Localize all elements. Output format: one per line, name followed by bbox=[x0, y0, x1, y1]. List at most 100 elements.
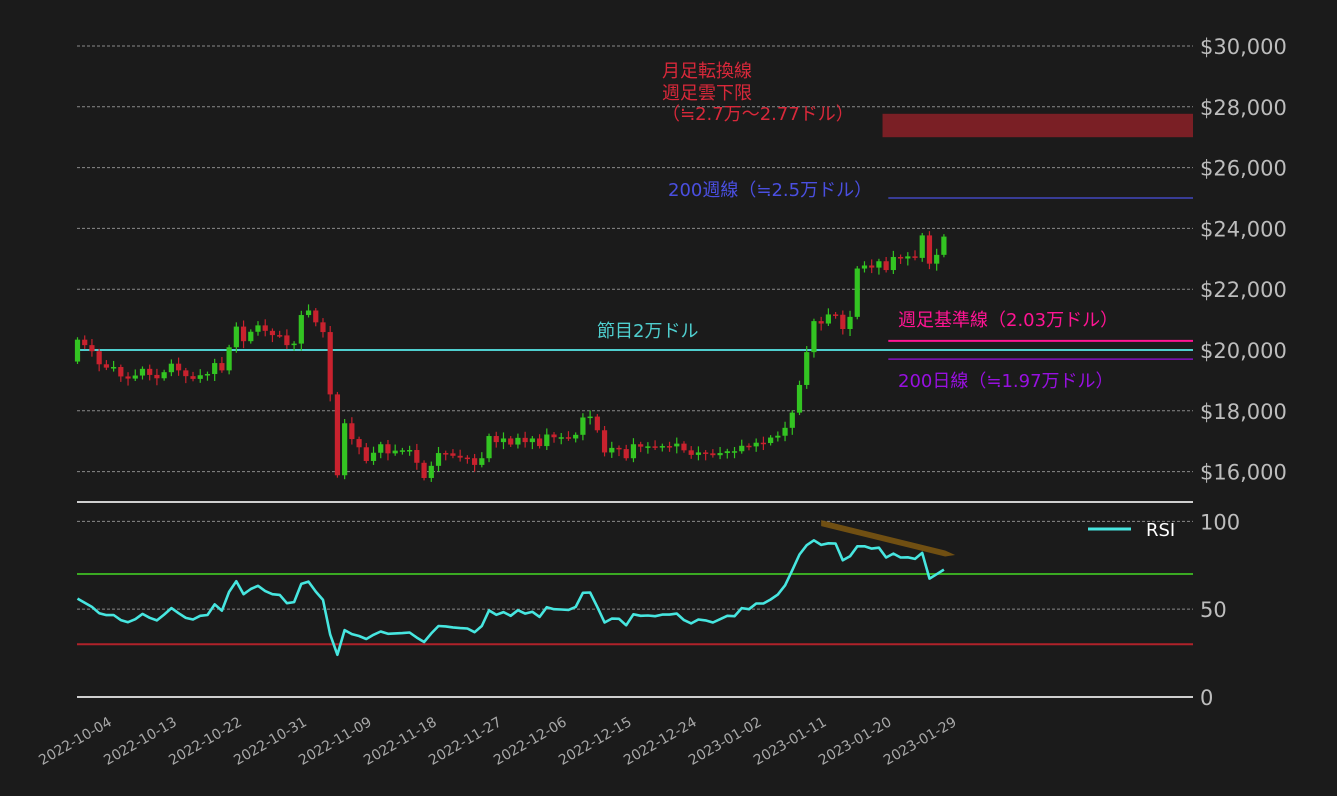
candle bbox=[746, 443, 752, 451]
candle-body bbox=[370, 452, 377, 461]
candle bbox=[623, 444, 629, 461]
candle bbox=[414, 443, 420, 470]
candle bbox=[464, 455, 470, 464]
candle-body bbox=[197, 375, 203, 379]
candle-body bbox=[695, 452, 702, 455]
candle bbox=[674, 437, 680, 454]
candle bbox=[724, 448, 730, 459]
candle-body bbox=[349, 423, 355, 440]
candle-body bbox=[464, 457, 470, 460]
candle bbox=[399, 447, 405, 455]
candle bbox=[327, 325, 333, 402]
candle-body bbox=[414, 450, 420, 463]
candle bbox=[558, 432, 564, 445]
candle-body bbox=[147, 368, 153, 375]
candle bbox=[89, 339, 95, 357]
candle bbox=[125, 372, 131, 386]
price-tick-label: $24,000 bbox=[1200, 217, 1287, 241]
candle-body bbox=[500, 438, 507, 443]
candle bbox=[789, 410, 795, 435]
candle-body bbox=[666, 446, 673, 448]
candle bbox=[139, 366, 146, 380]
candle bbox=[580, 413, 586, 441]
candle bbox=[356, 436, 362, 455]
candle bbox=[313, 308, 319, 327]
candle-body bbox=[573, 434, 579, 439]
candle bbox=[645, 442, 651, 454]
candle-body bbox=[544, 434, 550, 447]
candle-body bbox=[175, 363, 182, 371]
candle-body bbox=[168, 363, 174, 373]
candle bbox=[291, 341, 297, 351]
candle-body bbox=[912, 256, 918, 258]
candle-body bbox=[89, 345, 95, 352]
price-tick-label: $26,000 bbox=[1200, 157, 1287, 181]
candle-body bbox=[601, 430, 608, 453]
candle-body bbox=[724, 451, 730, 454]
cloud-zone-band bbox=[882, 113, 1193, 138]
candle bbox=[652, 440, 658, 451]
candle bbox=[912, 250, 918, 261]
candle bbox=[833, 312, 839, 319]
candle-body bbox=[240, 326, 247, 342]
candle-body bbox=[204, 374, 211, 376]
weekly-kijun-label: 週足基準線（2.03万ドル） bbox=[898, 310, 1118, 331]
candle bbox=[854, 266, 860, 320]
candle-body bbox=[746, 445, 752, 448]
cloud-zone-label-line1: 月足転換線 bbox=[662, 61, 752, 82]
cloud-zone-label-line3: （≒2.7万～2.77ドル） bbox=[662, 104, 854, 125]
candle bbox=[320, 318, 326, 338]
candle-body bbox=[876, 261, 882, 268]
candle bbox=[811, 318, 817, 358]
candle bbox=[103, 360, 109, 371]
price-tick-label: $18,000 bbox=[1200, 400, 1287, 424]
candle bbox=[847, 310, 853, 337]
candle bbox=[775, 431, 781, 442]
candle bbox=[240, 320, 247, 349]
candle bbox=[233, 322, 239, 353]
candle-body bbox=[652, 446, 658, 448]
rsi-divergence-trendline bbox=[821, 520, 956, 557]
candle bbox=[269, 328, 276, 343]
candle-body bbox=[103, 364, 109, 368]
candle-body bbox=[760, 442, 766, 445]
candle bbox=[277, 330, 283, 338]
candle bbox=[897, 254, 904, 264]
candle bbox=[443, 450, 449, 461]
candle-body bbox=[125, 376, 131, 379]
candle-body bbox=[472, 458, 478, 465]
candle bbox=[118, 364, 124, 382]
candle bbox=[869, 259, 875, 274]
candle-body bbox=[840, 314, 846, 330]
candle-body bbox=[262, 325, 268, 331]
candle-body bbox=[710, 453, 716, 456]
candle bbox=[183, 367, 189, 384]
candle bbox=[204, 371, 211, 381]
candle-body bbox=[782, 427, 788, 436]
price-tick-label: $16,000 bbox=[1200, 461, 1287, 485]
candle bbox=[573, 432, 579, 443]
candle bbox=[226, 344, 232, 375]
candle-body bbox=[161, 372, 167, 379]
candle-body bbox=[919, 235, 925, 258]
candle-body bbox=[616, 447, 622, 450]
candle bbox=[638, 441, 644, 453]
candle-body bbox=[212, 363, 218, 375]
candle bbox=[421, 460, 427, 481]
candle-body bbox=[883, 261, 889, 271]
candle bbox=[934, 248, 940, 271]
candle-body bbox=[305, 310, 312, 316]
candle-body bbox=[450, 453, 456, 456]
candle-body bbox=[284, 335, 290, 346]
candle bbox=[630, 438, 637, 463]
rsi-tick-label: 0 bbox=[1200, 686, 1213, 710]
candle bbox=[493, 431, 499, 448]
candle bbox=[861, 261, 868, 273]
candle bbox=[457, 449, 463, 462]
candle bbox=[551, 432, 557, 443]
candle-body bbox=[609, 447, 615, 453]
candle-body bbox=[854, 268, 860, 317]
candle-body bbox=[74, 339, 81, 362]
candle-body bbox=[190, 376, 196, 379]
candle bbox=[688, 446, 694, 459]
